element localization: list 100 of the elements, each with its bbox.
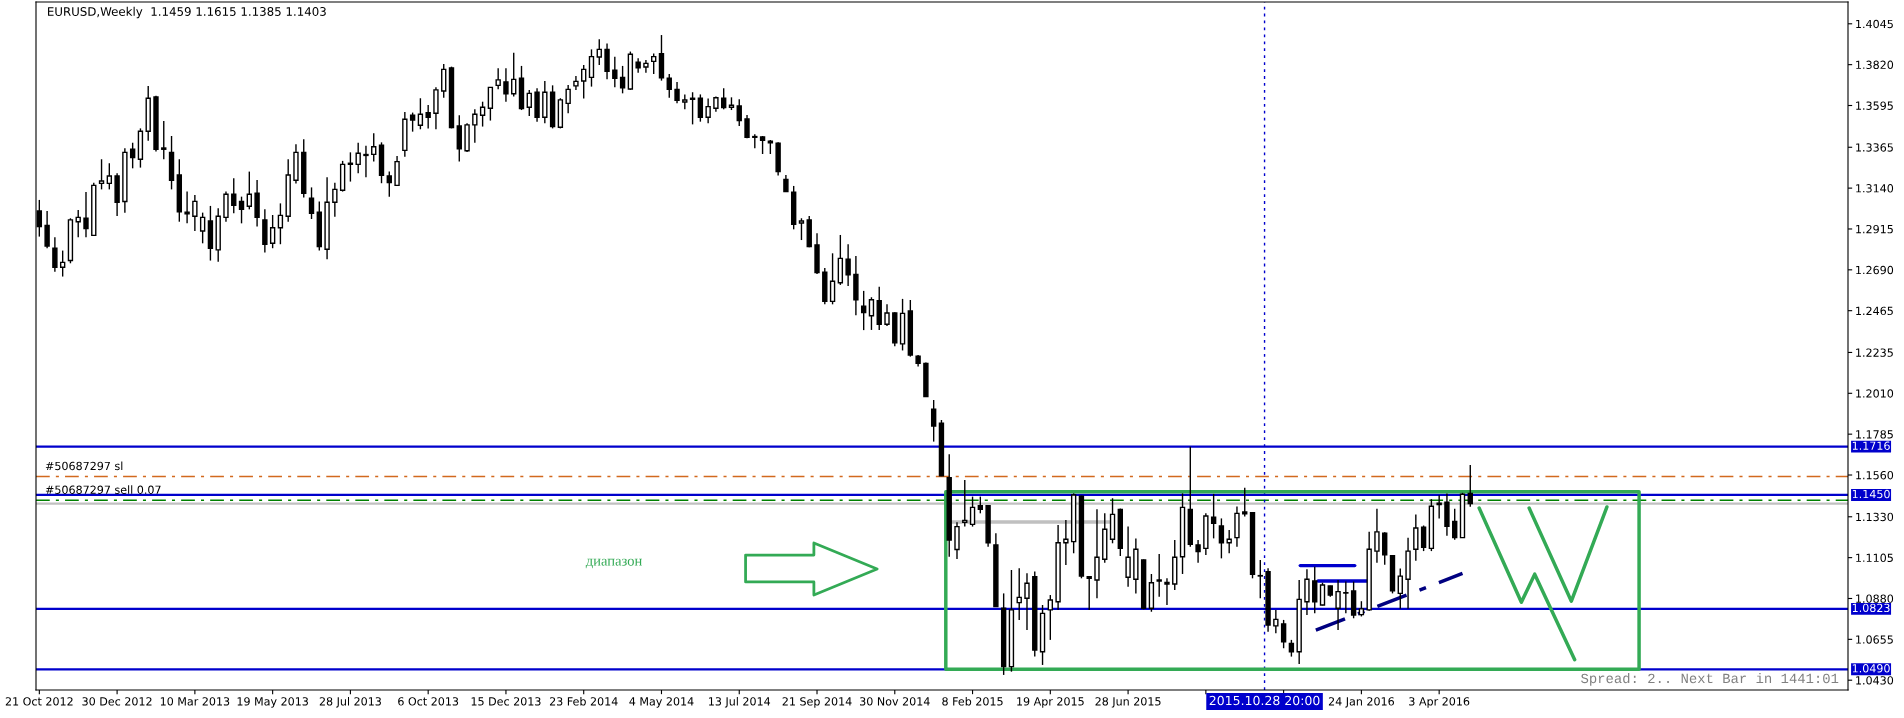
candlestick [1413, 513, 1419, 562]
ref-line-label: 1.1450 [1852, 489, 1890, 499]
y-tick-label: 1.2465 [1856, 306, 1893, 316]
candlestick [1242, 487, 1248, 518]
candlestick [1257, 559, 1263, 599]
candlestick [658, 34, 665, 82]
candlestick [612, 55, 618, 89]
candlestick [409, 111, 416, 133]
candlestick [83, 191, 89, 239]
candlestick [1382, 531, 1388, 566]
candlestick [651, 52, 657, 75]
ref-line-label: 1.0490 [1852, 664, 1890, 673]
x-tick-label: 28 Jun 2015 [1095, 697, 1161, 708]
candlestick [689, 91, 696, 126]
candlestick [1280, 619, 1287, 649]
candlestick [52, 236, 58, 273]
candlestick [332, 181, 338, 218]
candlestick [736, 98, 742, 127]
candlestick [394, 155, 400, 187]
candlestick [1343, 580, 1349, 615]
candlestick [472, 108, 478, 144]
candlestick [829, 252, 836, 306]
y-tick-label: 1.2690 [1856, 265, 1894, 275]
y-tick-label: 1.0880 [1856, 594, 1894, 603]
candlestick [666, 73, 672, 99]
candlestick [1436, 494, 1442, 520]
candlestick [845, 243, 851, 287]
candlestick [1086, 575, 1092, 611]
candlestick [1312, 566, 1318, 615]
y-tick-label: 1.1560 [1856, 470, 1894, 480]
x-tick-label: 6 Oct 2013 [398, 697, 459, 706]
candlestick [1452, 508, 1458, 541]
candlestick [1195, 539, 1201, 564]
candlestick [347, 151, 354, 183]
candlestick [1063, 519, 1069, 566]
candlestick [1374, 508, 1380, 564]
candlestick [674, 81, 680, 105]
candlestick [1156, 553, 1162, 598]
candlestick [1047, 594, 1054, 641]
x-tick-label: 13 Jul 2014 [709, 696, 771, 708]
candlestick [1226, 529, 1232, 554]
candlestick [1350, 580, 1357, 619]
candlestick [98, 158, 105, 191]
candlestick [269, 214, 276, 249]
x-tick-label: 30 Nov 2014 [860, 697, 930, 706]
candlestick [1335, 579, 1341, 631]
candlestick [487, 86, 494, 122]
candlestick [59, 249, 66, 278]
candlestick [425, 104, 431, 130]
candlestick [1444, 492, 1450, 537]
candlestick [1024, 572, 1030, 631]
candlestick [1397, 567, 1403, 610]
y-tick-label: 1.1785 [1856, 430, 1893, 439]
candlestick [565, 84, 571, 115]
candlestick [876, 286, 882, 331]
x-tick-label: 10 Mar 2013 [160, 697, 230, 706]
y-tick-label: 1.4045 [1856, 19, 1893, 29]
y-tick-label: 1.2010 [1856, 389, 1894, 398]
candlestick [1125, 525, 1131, 588]
x-tick-label: 4 May 2014 [629, 697, 694, 708]
candlestick [526, 89, 532, 117]
x-tick-label: 24 Jan 2016 [1328, 697, 1394, 708]
candlestick [106, 162, 113, 191]
candlestick [246, 170, 253, 211]
annotation: Spread: 2.. Next Bar in 1441:01 [1581, 672, 1839, 686]
x-tick-label: 28 Jul 2013 [319, 696, 381, 708]
ref-line-label: #50687297 sell 0.07 [45, 485, 161, 494]
ref-line-label: 1.0823 [1852, 603, 1890, 613]
candlestick [386, 170, 392, 198]
ref-line-label: #50687297 sl [45, 461, 123, 471]
candlestick [1273, 609, 1279, 635]
y-tick-label: 1.3595 [1856, 101, 1893, 110]
x-tick-label: 30 Dec 2012 [82, 697, 152, 706]
x-tick-label: 23 Feb 2014 [549, 696, 618, 706]
candlestick [581, 64, 587, 100]
y-tick-label: 1.0430 [1856, 676, 1894, 685]
candlestick [503, 67, 509, 103]
candlestick [161, 120, 167, 160]
candlestick [588, 48, 595, 88]
candlestick [192, 194, 198, 232]
candlestick [1467, 464, 1473, 508]
candlestick [954, 521, 960, 560]
candlestick [479, 100, 486, 128]
candlestick [1218, 517, 1225, 560]
candlestick [417, 97, 424, 130]
candlestick [231, 177, 237, 215]
candlestick [433, 86, 439, 130]
candlestick [1319, 581, 1326, 607]
candlestick [355, 142, 361, 174]
y-tick-label: 1.3365 [1856, 143, 1893, 152]
candlestick [884, 303, 890, 327]
candlestick [1304, 568, 1310, 616]
y-tick-label: 1.1330 [1856, 512, 1894, 522]
y-tick-label: 1.1105 [1856, 553, 1893, 563]
candlestick [363, 144, 369, 178]
ref-line-label: 2015.10.28 20:00 [1209, 695, 1320, 706]
candlestick [129, 142, 136, 170]
ref-line-label: 1.1716 [1852, 441, 1890, 450]
candlestick [277, 202, 284, 245]
candlestick [184, 190, 190, 225]
